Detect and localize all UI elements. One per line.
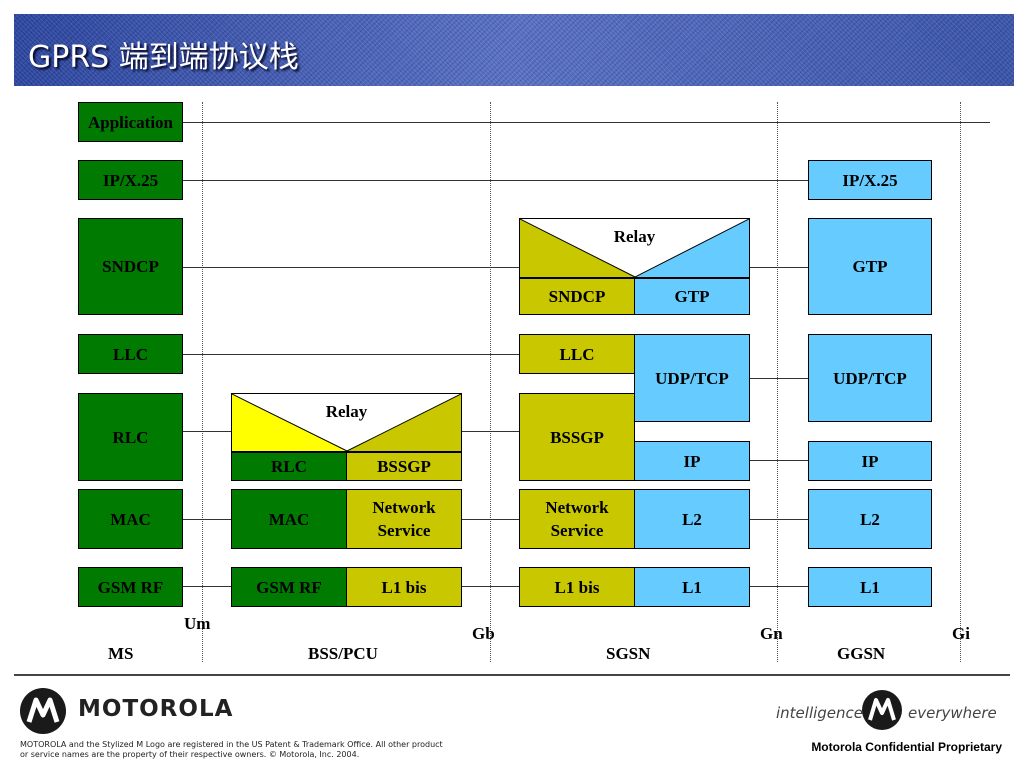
sgsn-llc-layer: LLC xyxy=(519,334,635,374)
sgsn-node-label: SGSN xyxy=(606,644,651,663)
ggsn-ip-x25-layer: IP/X.25 xyxy=(808,160,932,200)
gb-separator xyxy=(490,102,491,662)
ggsn-node-label: GGSN xyxy=(837,644,886,663)
ggsn-ip-layer: IP xyxy=(808,441,932,481)
mac-peer-line xyxy=(183,519,231,520)
sgsn-relay-shape xyxy=(520,219,749,277)
footer-divider xyxy=(14,674,1010,676)
udp-tcp-peer-line xyxy=(750,378,808,379)
gi-separator xyxy=(960,102,961,662)
gn-separator xyxy=(777,102,778,662)
sgsn-l2-layer: L2 xyxy=(634,489,750,549)
sgsn-ip-layer: IP xyxy=(634,441,750,481)
ms-node-label: MS xyxy=(108,644,134,663)
l2-peer-line xyxy=(750,519,808,520)
gi-interface-label: Gi xyxy=(952,624,970,643)
gtp-peer-line xyxy=(750,267,808,268)
sgsn-relay-label: Relay xyxy=(613,227,656,246)
bss-mac-layer: MAC xyxy=(231,489,347,549)
l1bis-peer-line xyxy=(462,586,519,587)
rlc-peer-line xyxy=(183,431,231,432)
bss-relay-label: Relay xyxy=(325,402,368,421)
ip-peer-line xyxy=(750,460,808,461)
confidential-notice: Motorola Confidential Proprietary xyxy=(811,740,1002,754)
sgsn-bssgp-layer: BSSGP xyxy=(519,393,635,481)
bss-relay-shape xyxy=(232,394,461,451)
l1-peer-line xyxy=(750,586,808,587)
ms-sndcp-layer: SNDCP xyxy=(78,218,183,315)
sgsn-sndcp-layer: SNDCP xyxy=(519,278,635,315)
ggsn-gtp-layer: GTP xyxy=(808,218,932,315)
slide-title: GPRS 端到端协议栈 xyxy=(28,40,299,75)
sgsn-relay-block: Relay xyxy=(519,218,750,278)
motorola-logo-icon xyxy=(20,688,66,734)
tagline-logo-icon xyxy=(862,690,902,730)
motorola-wordmark: MOTOROLA xyxy=(78,696,234,722)
sndcp-peer-line xyxy=(183,267,519,268)
ggsn-l2-layer: L2 xyxy=(808,489,932,549)
sgsn-udp-tcp-layer: UDP/TCP xyxy=(634,334,750,422)
ms-llc-layer: LLC xyxy=(78,334,183,374)
ip-x25-peer-line xyxy=(183,180,808,181)
llc-peer-line xyxy=(183,354,519,355)
bss-network-service-layer: Network Service xyxy=(346,489,462,549)
ggsn-udp-tcp-layer: UDP/TCP xyxy=(808,334,932,422)
bss-bssgp-layer: BSSGP xyxy=(346,452,462,481)
um-separator xyxy=(202,102,203,662)
sgsn-network-service-layer: Network Service xyxy=(519,489,635,549)
sgsn-gtp-layer: GTP xyxy=(634,278,750,315)
ggsn-l1-layer: L1 xyxy=(808,567,932,607)
sgsn-l1bis-layer: L1 bis xyxy=(519,567,635,607)
application-peer-line xyxy=(183,122,990,123)
um-interface-label: Um xyxy=(184,614,211,633)
ms-mac-layer: MAC xyxy=(78,489,183,549)
sgsn-l1-layer: L1 xyxy=(634,567,750,607)
gb-interface-label: Gb xyxy=(472,624,495,643)
gn-interface-label: Gn xyxy=(760,624,783,643)
ms-rlc-layer: RLC xyxy=(78,393,183,481)
title-bar xyxy=(14,14,1014,86)
tagline-everywhere: everywhere xyxy=(908,704,997,722)
bss-rlc-layer: RLC xyxy=(231,452,347,481)
legal-notice: MOTOROLA and the Stylized M Logo are reg… xyxy=(20,740,443,759)
gsm-rf-peer-line xyxy=(183,586,231,587)
bss-node-label: BSS/PCU xyxy=(308,644,378,663)
ms-ip-x25-layer: IP/X.25 xyxy=(78,160,183,200)
ms-application-layer: Application xyxy=(78,102,183,142)
tagline-intelligence: intelligence xyxy=(776,704,864,722)
bss-l1bis-layer: L1 bis xyxy=(346,567,462,607)
ms-gsm-rf-layer: GSM RF xyxy=(78,567,183,607)
bssgp-peer-line xyxy=(462,431,519,432)
network-service-peer-line xyxy=(462,519,519,520)
bss-relay-block: Relay xyxy=(231,393,462,452)
bss-gsm-rf-layer: GSM RF xyxy=(231,567,347,607)
